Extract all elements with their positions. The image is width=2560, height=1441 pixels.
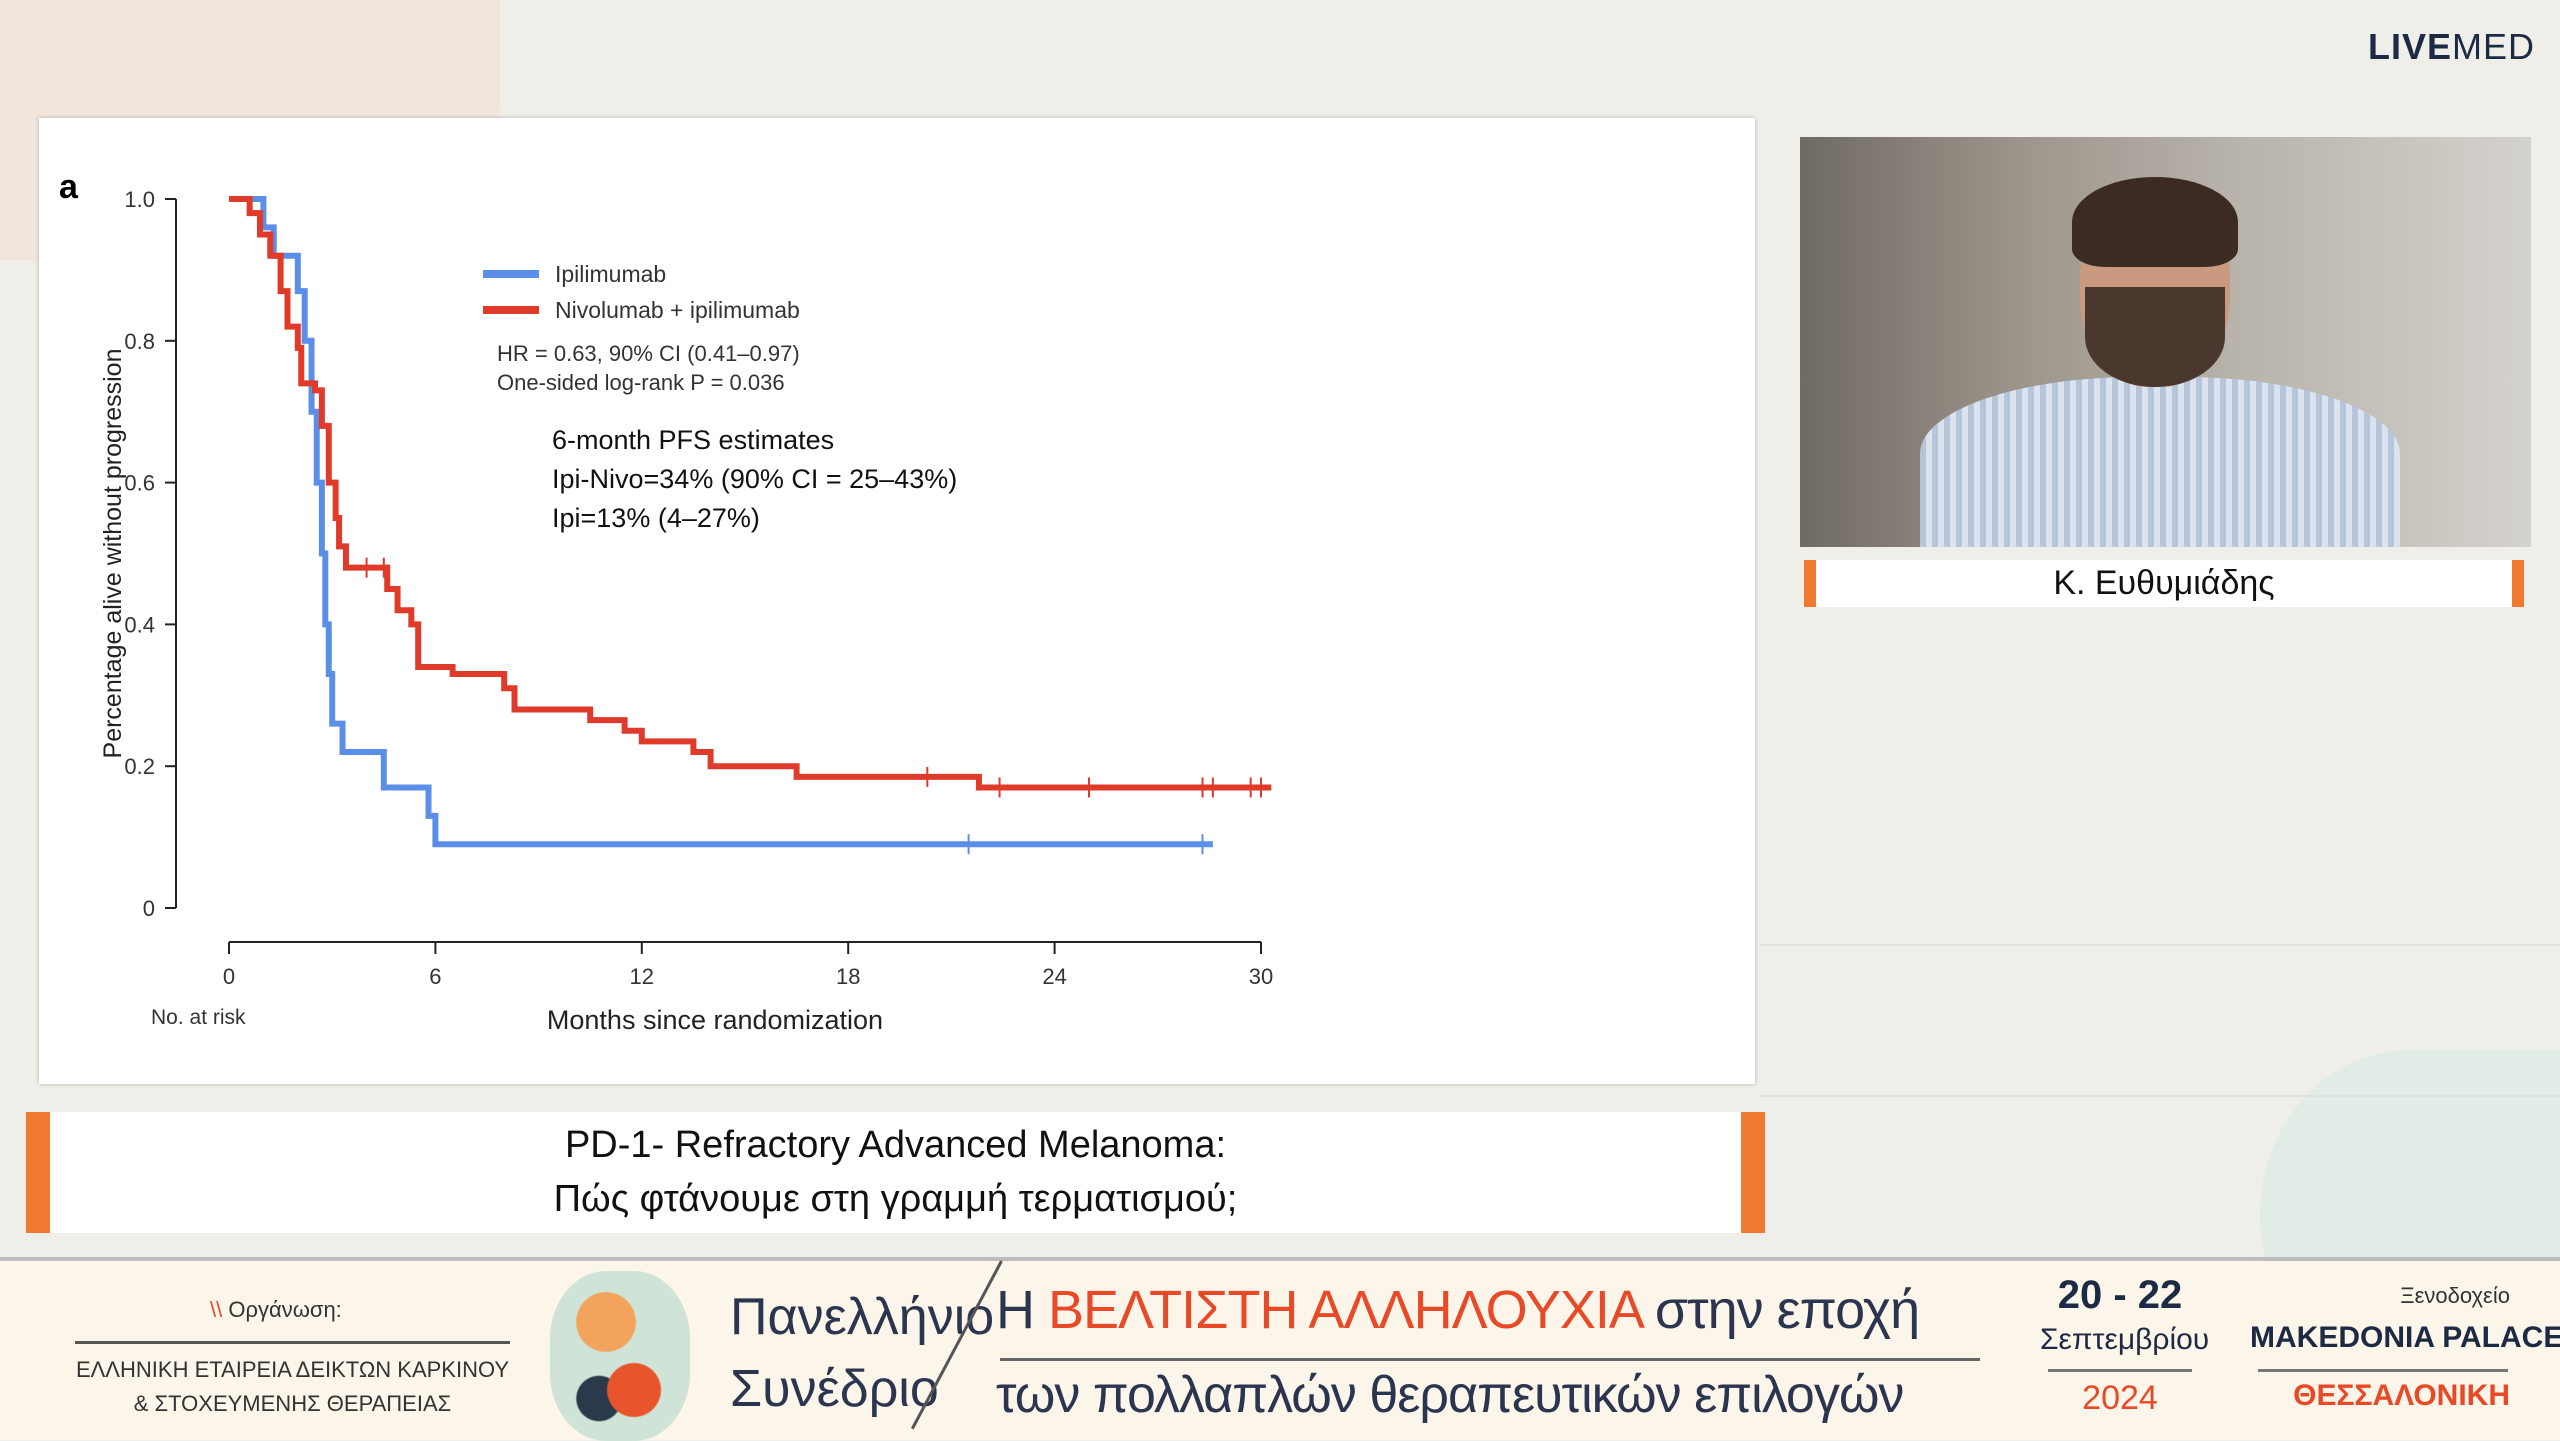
x-tick-label: 0 [223, 964, 235, 989]
y-tick-label: 0 [143, 896, 155, 921]
divider [75, 1341, 510, 1344]
livemed-logo: LIVEMED [2368, 26, 2536, 67]
divider [2048, 1369, 2192, 1372]
y-axis-label: Percentage alive without progression [99, 349, 127, 759]
speaker-name: Κ. Ευθυμιάδης [1804, 560, 2524, 607]
y-tick-label: 1.0 [124, 187, 155, 212]
organizer-label: \\ Οργάνωση: [210, 1297, 342, 1322]
title-line-1: PD-1- Refractory Advanced Melanoma: [564, 1124, 1227, 1166]
y-tick-label: 0.8 [124, 329, 155, 354]
talk-title: PD-1- Refractory Advanced Melanoma: Πώς … [26, 1112, 1765, 1233]
conference-title-1: Η ΒΕΛΤΙΣΤΗ ΑΛΛΗΛΟΥΧΙΑ στην εποχή [996, 1280, 1920, 1340]
km-chart: a 0 0.2 0.4 0.6 0.8 1.0 Percentage alive withou… [59, 168, 1273, 1035]
x-tick-label: 6 [429, 964, 441, 989]
venue-label: Ξενοδοχείο [2400, 1283, 2510, 1308]
x-tick-label: 12 [630, 964, 654, 989]
divider [2258, 1369, 2508, 1372]
y-tick-label: 0.4 [124, 612, 155, 637]
conference-month: Σεπτεμβρίου [2040, 1323, 2210, 1356]
conference-dates: 20 - 22 [2057, 1273, 2183, 1317]
x-tick-label: 30 [1249, 964, 1273, 989]
logrank-text: One-sided log-rank P = 0.036 [497, 370, 785, 395]
conference-artwork [550, 1271, 690, 1441]
divider [1760, 944, 2560, 946]
legend-label: Nivolumab + ipilimumab [555, 297, 800, 323]
venue-city: ΘΕΣΣΑΛΟΝΙΚΗ [2293, 1379, 2510, 1412]
conference-type: Πανελλήνιο Συνέδριο [730, 1288, 995, 1418]
organizer-name: ΕΛΛΗΝΙΚΗ ΕΤΑΙΡΕΙΑ ΔΕΙΚΤΩΝ ΚΑΡΚΙΝΟΥ & ΣΤΟΧ… [75, 1357, 510, 1416]
divider [1000, 1358, 1980, 1361]
x-axis-label: Months since randomization [547, 1005, 883, 1035]
slash-icon: \\ [210, 1297, 229, 1322]
venue-name: MAKEDONIA PALACE [2250, 1321, 2560, 1354]
conference-year: 2024 [2082, 1379, 2158, 1417]
no-at-risk-label: No. at risk [151, 1006, 246, 1029]
pfs-ipi-nivo: Ipi-Nivo=34% (90% CI = 25–43%) [552, 464, 957, 494]
panel-label: a [59, 168, 79, 206]
conference-banner: \\ Οργάνωση: ΕΛΛΗΝΙΚΗ ΕΤΑΙΡΕΙΑ ΔΕΙΚΤΩΝ Κ… [0, 1257, 2560, 1441]
legend-label: Ipilimumab [555, 261, 666, 287]
speaker-beard [2085, 287, 2225, 387]
y-tick-label: 0.6 [124, 471, 155, 496]
y-tick-label: 0.2 [124, 754, 155, 779]
x-tick-label: 18 [836, 964, 860, 989]
pfs-ipi: Ipi=13% (4–27%) [552, 503, 760, 533]
series-line-ipilimumab [229, 196, 1213, 848]
divider [1760, 1095, 2560, 1097]
pfs-title: 6-month PFS estimates [552, 425, 834, 455]
speaker-hair [2072, 177, 2238, 267]
title-line-2: Πώς φτάνουμε στη γραμμή τερματισμού; [553, 1178, 1238, 1220]
conference-title-2: των πολλαπλών θεραπευτικών επιλογών [996, 1366, 1904, 1424]
presentation-slide: a 0 0.2 0.4 0.6 0.8 1.0 Percentage alive withou… [39, 118, 1755, 1084]
x-tick-label: 24 [1042, 964, 1066, 989]
hazard-ratio-text: HR = 0.63, 90% CI (0.41–0.97) [497, 341, 800, 366]
speaker-body [1920, 377, 2400, 547]
series-line-nivolumab-ipilimumab [229, 196, 1272, 791]
speaker-video [1800, 137, 2531, 547]
